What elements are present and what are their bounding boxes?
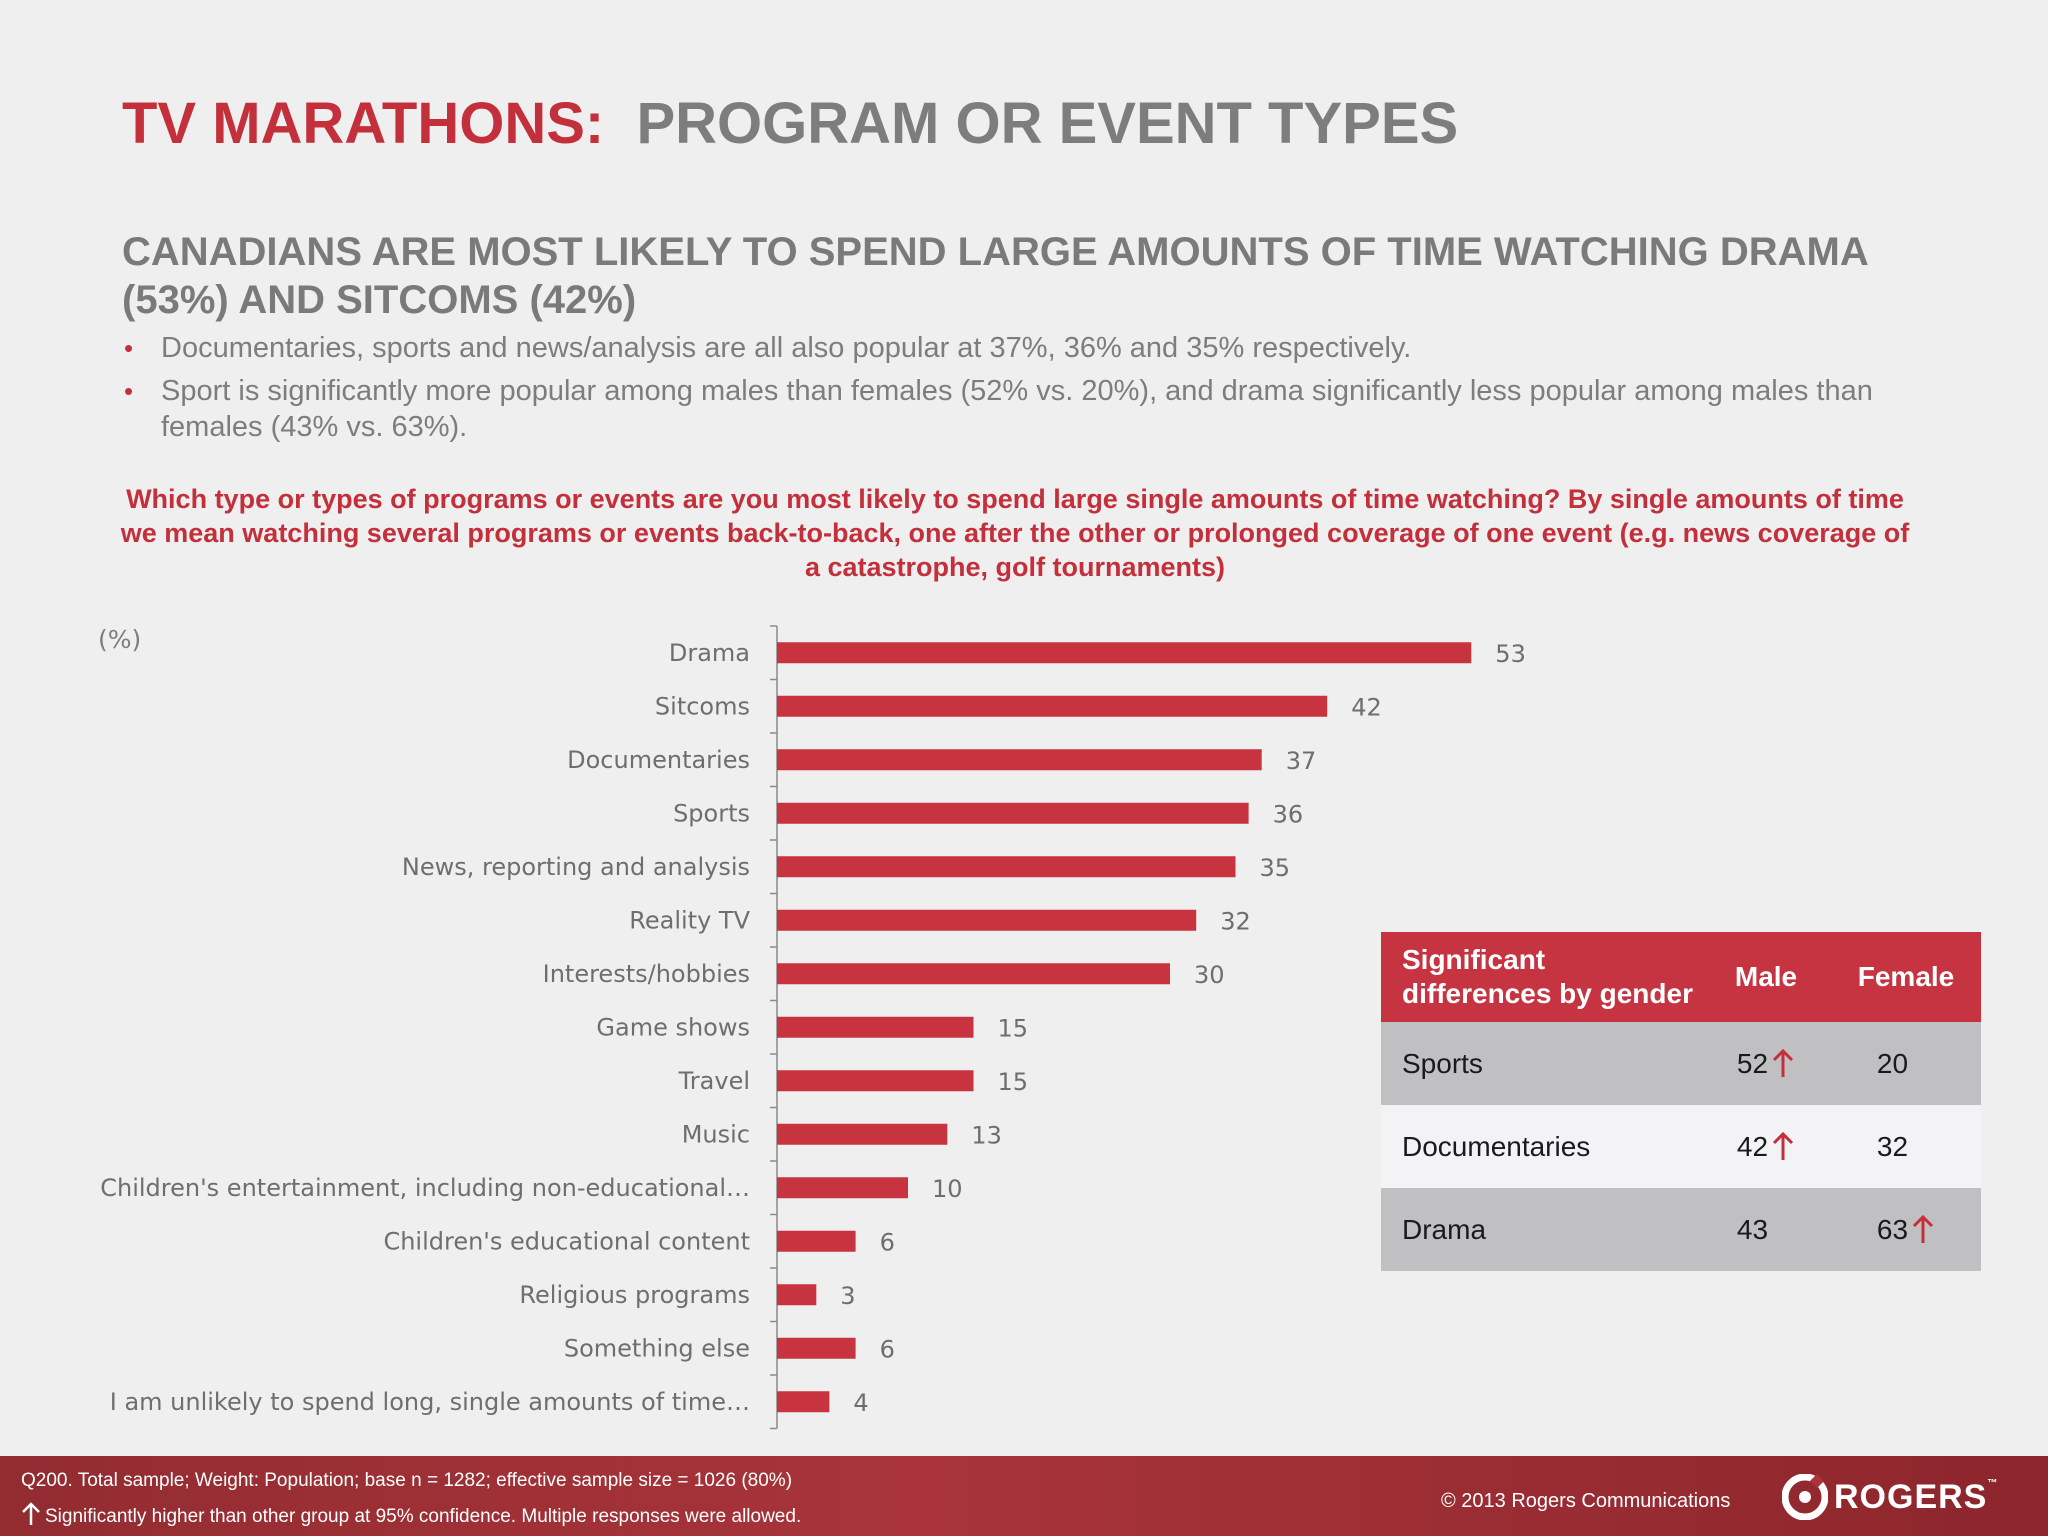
- header-line2: differences by gender: [1402, 978, 1693, 1009]
- bar: [777, 1016, 974, 1038]
- significance-text: Significantly higher than other group at…: [45, 1506, 802, 1527]
- data-label: 3: [840, 1282, 855, 1310]
- significance-note: Significantly higher than other group at…: [21, 1502, 801, 1528]
- header-line1: Significant: [1402, 944, 1546, 975]
- copyright: © 2013 Rogers Communications: [1441, 1490, 1731, 1512]
- row-female-value: 63: [1831, 1188, 1981, 1271]
- table-row: Drama 43 63: [1381, 1188, 1981, 1271]
- data-label: 36: [1273, 800, 1304, 828]
- bar: [777, 963, 1170, 985]
- data-label: 13: [971, 1121, 1002, 1149]
- row-category: Documentaries: [1381, 1105, 1701, 1188]
- row-category: Drama: [1381, 1188, 1701, 1271]
- data-label: 4: [853, 1389, 868, 1417]
- data-label: 53: [1495, 640, 1526, 668]
- category-label: I am unlikely to spend long, single amou…: [110, 1388, 750, 1416]
- category-label: Reality TV: [629, 906, 750, 934]
- table-body: Sports 52 20 Documentaries 42 32 Drama 43 63: [1381, 1022, 1981, 1271]
- gender-differences-table: Significant differences by gender Male Fe…: [1381, 932, 1981, 1271]
- category-label: News, reporting and analysis: [402, 853, 750, 881]
- data-label: 35: [1260, 854, 1291, 882]
- row-male-value: 42: [1701, 1105, 1831, 1188]
- axis-unit-label: (%): [98, 625, 141, 654]
- bullet-item: • Sport is significantly more popular amo…: [122, 373, 1902, 445]
- bar: [777, 1123, 948, 1145]
- trademark: ™: [1987, 1477, 1999, 1489]
- bar: [777, 909, 1197, 931]
- table-header-category: Significant differences by gender: [1381, 932, 1701, 1022]
- up-arrow-icon: [1773, 1048, 1794, 1077]
- bar: [777, 695, 1328, 717]
- row-male-value: 52: [1701, 1022, 1831, 1105]
- data-label: 10: [932, 1175, 963, 1203]
- category-label: Children's entertainment, including non-…: [100, 1174, 750, 1202]
- category-label: Drama: [669, 639, 750, 667]
- category-label: Documentaries: [567, 746, 750, 774]
- data-label: 15: [998, 1014, 1029, 1042]
- bar: [777, 1177, 908, 1199]
- rogers-logo: ROGERS™: [1782, 1474, 1998, 1520]
- sample-note: Q200. Total sample; Weight: Population; …: [21, 1470, 793, 1491]
- up-arrow-icon: [1773, 1131, 1794, 1160]
- bar-chart: (%) Drama 53 Sitcoms 42 Documentaries 37 Sports…: [98, 625, 1526, 1430]
- up-arrow-icon: [22, 1502, 40, 1525]
- bullet-list: • Documentaries, sports and news/analysis…: [122, 330, 1902, 452]
- bar: [777, 642, 1472, 664]
- logo-text: ROGERS™: [1834, 1478, 1998, 1517]
- row-category: Sports: [1381, 1022, 1701, 1105]
- bullet-item: • Documentaries, sports and news/analysis…: [122, 330, 1902, 366]
- table-header-row: Significant differences by gender Male Fe…: [1381, 932, 1981, 1022]
- bar: [777, 856, 1236, 878]
- bar: [777, 1070, 974, 1092]
- data-label: 6: [880, 1228, 895, 1256]
- bar: [777, 1337, 856, 1359]
- category-label: Game shows: [596, 1013, 750, 1041]
- rogers-swirl-icon: [1782, 1474, 1828, 1520]
- title-highlight: TV MARATHONS:: [122, 91, 605, 156]
- bullet-dot: •: [124, 376, 134, 406]
- data-label: 42: [1351, 693, 1382, 721]
- bullet-dot: •: [124, 333, 134, 363]
- slide-title: TV MARATHONS: PROGRAM OR EVENT TYPES: [122, 90, 1458, 157]
- category-label: Children's educational content: [383, 1227, 750, 1255]
- category-label: Interests/hobbies: [543, 960, 750, 988]
- bar: [777, 1230, 856, 1252]
- bullet-text: Documentaries, sports and news/analysis …: [161, 332, 1412, 364]
- data-label: 15: [998, 1068, 1029, 1096]
- data-label: 37: [1286, 747, 1317, 775]
- bar: [777, 1284, 817, 1306]
- data-label: 6: [880, 1335, 895, 1363]
- table-row: Documentaries 42 32: [1381, 1105, 1981, 1188]
- table-row: Sports 52 20: [1381, 1022, 1981, 1105]
- footer-bar: Q200. Total sample; Weight: Population; …: [0, 1456, 2048, 1536]
- category-label: Something else: [564, 1334, 750, 1362]
- logo-wordmark: ROGERS: [1834, 1477, 1988, 1516]
- bar: [777, 749, 1262, 771]
- bar: [777, 802, 1249, 824]
- headline: CANADIANS ARE MOST LIKELY TO SPEND LARGE…: [122, 230, 1868, 322]
- row-male-value: 43: [1701, 1188, 1831, 1271]
- bullet-text: Sport is significantly more popular amon…: [161, 375, 1873, 443]
- survey-question: Which type or types of programs or event…: [120, 484, 1910, 582]
- table-header-male: Male: [1701, 932, 1831, 1022]
- category-label: Travel: [678, 1067, 750, 1095]
- category-label: Music: [682, 1120, 750, 1148]
- title-main: PROGRAM OR EVENT TYPES: [636, 91, 1459, 156]
- category-label: Religious programs: [519, 1281, 750, 1309]
- bar: [777, 1391, 830, 1413]
- data-label: 32: [1220, 907, 1251, 935]
- table-header-female: Female: [1831, 932, 1981, 1022]
- row-female-value: 20: [1831, 1022, 1981, 1105]
- row-female-value: 32: [1831, 1105, 1981, 1188]
- category-label: Sitcoms: [655, 692, 750, 720]
- data-label: 30: [1194, 961, 1225, 989]
- up-arrow-icon: [1913, 1214, 1934, 1243]
- category-label: Sports: [673, 799, 750, 827]
